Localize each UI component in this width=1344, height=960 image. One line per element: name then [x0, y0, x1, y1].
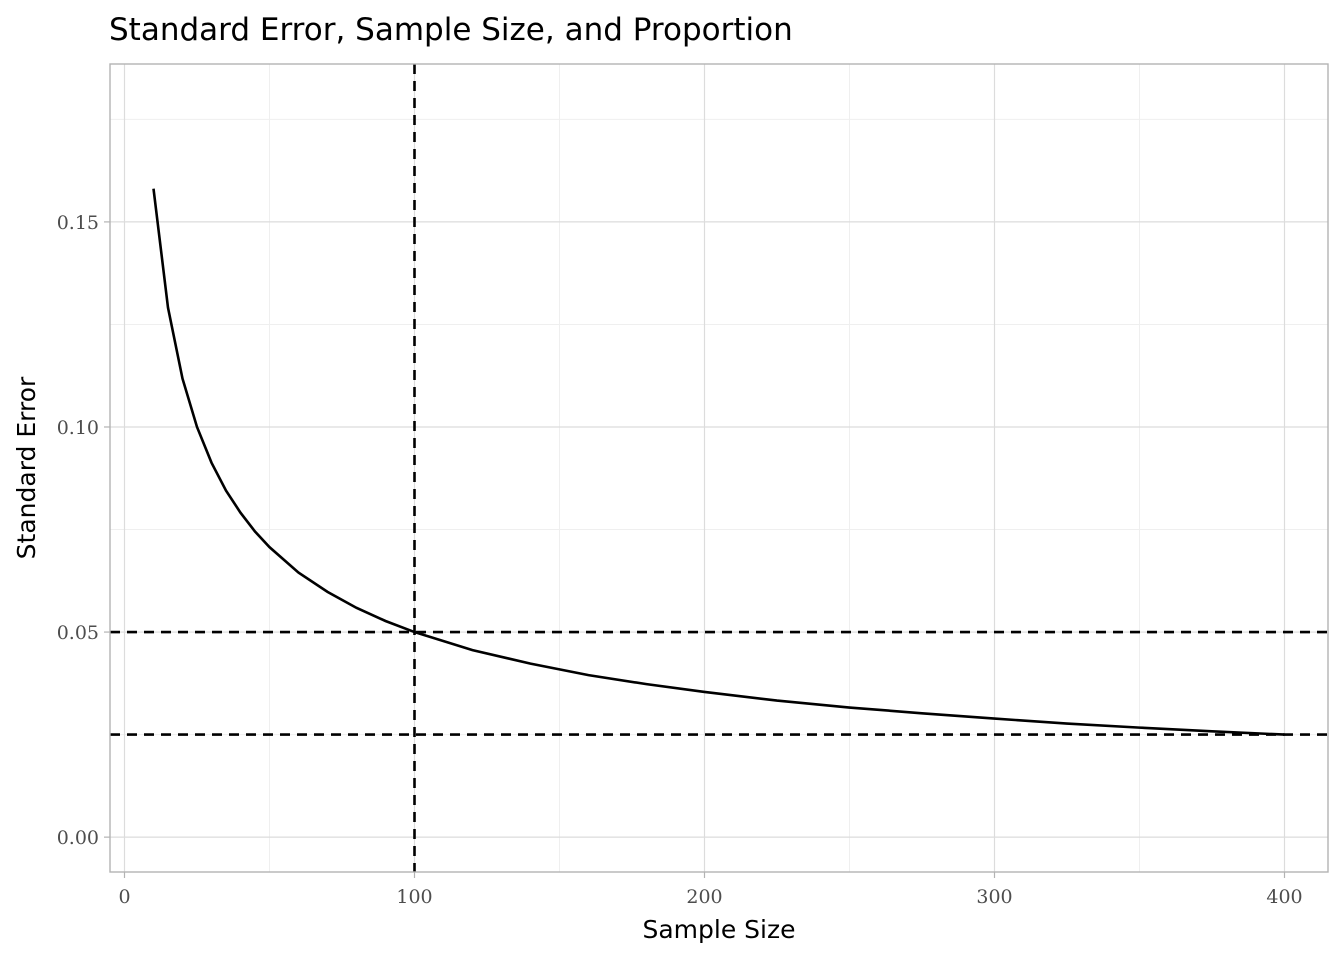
standard-error-curve [152, 188, 1285, 736]
y-axis-ticks: 0.00 0.05 0.10 0.15 [57, 212, 110, 849]
y-tick-label: 0.00 [57, 827, 99, 849]
y-axis-title: Standard Error [12, 376, 41, 559]
chart-title: Standard Error, Sample Size, and Proport… [109, 12, 793, 48]
x-axis-ticks: 0 100 200 300 400 [118, 872, 1303, 908]
major-gridlines [110, 64, 1328, 872]
x-tick-label: 200 [686, 886, 722, 908]
y-tick-label: 0.05 [57, 622, 99, 644]
minor-gridlines [110, 64, 1328, 872]
x-tick-label: 400 [1266, 886, 1302, 908]
reference-lines [110, 64, 1328, 872]
x-tick-label: 0 [118, 886, 130, 908]
y-tick-label: 0.15 [57, 212, 99, 234]
x-tick-label: 300 [976, 886, 1012, 908]
plot-panel-border [109, 63, 1329, 873]
x-tick-label: 100 [396, 886, 432, 908]
x-axis-title: Sample Size [642, 915, 795, 944]
y-tick-label: 0.10 [57, 417, 99, 439]
